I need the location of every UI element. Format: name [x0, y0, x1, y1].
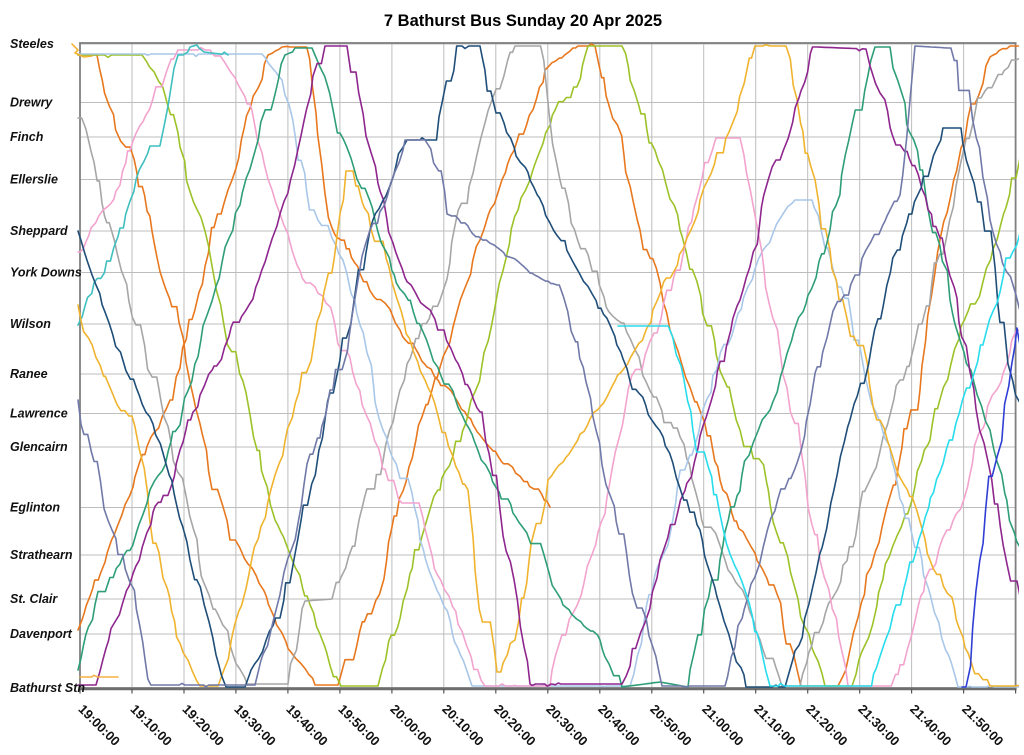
svg-text:7 Bathurst Bus Sunday 20 Apr 2: 7 Bathurst Bus Sunday 20 Apr 2025 — [384, 12, 662, 30]
svg-text:Ellerslie: Ellerslie — [10, 173, 58, 187]
svg-text:Drewry: Drewry — [10, 96, 53, 110]
svg-text:Finch: Finch — [10, 130, 44, 144]
svg-text:St. Clair: St. Clair — [10, 592, 58, 606]
svg-text:Strathearn: Strathearn — [10, 548, 73, 562]
svg-text:Bathurst Stn: Bathurst Stn — [10, 681, 85, 695]
svg-text:Davenport: Davenport — [10, 627, 73, 641]
svg-text:Eglinton: Eglinton — [10, 501, 60, 515]
svg-text:Sheppard: Sheppard — [10, 224, 68, 238]
svg-text:Glencairn: Glencairn — [10, 440, 68, 454]
svg-text:York Downs: York Downs — [10, 266, 82, 280]
svg-text:Steeles: Steeles — [10, 37, 54, 51]
svg-text:Ranee: Ranee — [10, 367, 48, 381]
svg-text:Wilson: Wilson — [10, 317, 51, 331]
svg-text:Lawrence: Lawrence — [10, 407, 68, 421]
